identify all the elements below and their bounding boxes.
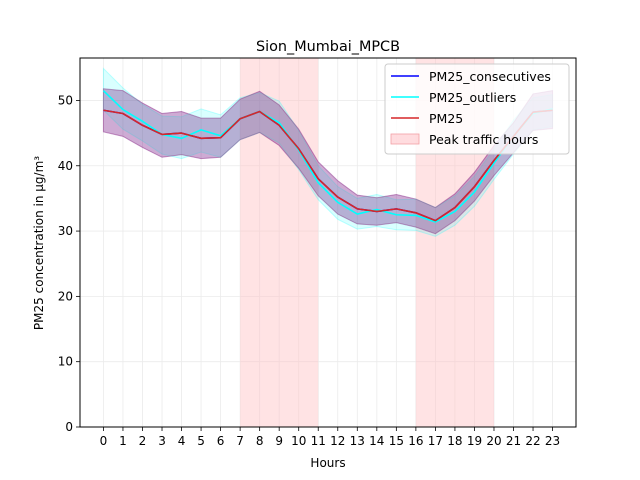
legend-label: PM25 [429, 111, 463, 126]
legend: PM25_consecutives PM25_outliers PM25 Peak t… [384, 63, 570, 155]
grid-layer [80, 58, 576, 428]
legend-swatch [390, 133, 420, 145]
y-tick-label: 10 [58, 355, 73, 369]
x-tick-label: 23 [545, 434, 560, 448]
x-tick-label: 12 [330, 434, 345, 448]
y-tick-label: 0 [65, 420, 73, 434]
y-tick-label: 40 [58, 159, 73, 173]
x-tick-label: 7 [236, 434, 244, 448]
x-tick-label: 13 [350, 434, 365, 448]
x-tick-label: 21 [506, 434, 521, 448]
x-tick-label: 10 [291, 434, 306, 448]
x-tick-label: 20 [486, 434, 501, 448]
line-pm25_outliers [102, 90, 553, 223]
chart-title: Sion_Mumbai_MPCB [256, 39, 400, 55]
legend-label: PM25_consecutives [429, 69, 551, 84]
y-tick-label: 50 [58, 93, 73, 107]
legend-label: PM25_outliers [429, 90, 516, 105]
legend-items: PM25_consecutives PM25_outliers PM25 Peak t… [390, 69, 551, 147]
x-tick-label: 16 [408, 434, 423, 448]
y-axis-ticks: 0 10 20 30 40 50 [58, 93, 80, 434]
x-tick-label: 19 [467, 434, 482, 448]
legend-box [384, 63, 570, 155]
x-tick-label: 15 [389, 434, 404, 448]
y-tick-label: 20 [58, 289, 73, 303]
x-tick-label: 22 [525, 434, 540, 448]
x-tick-label: 0 [100, 434, 108, 448]
plot-frame [79, 57, 577, 428]
plot-area: 0 1 2 3 4 5 6 7 8 9 10 11 12 13 14 15 16 17 18 19 20 21 22 23 0… [58, 57, 577, 448]
y-axis-label: PM25 concentration in µg/m³ [32, 156, 46, 330]
x-tick-label: 4 [178, 434, 186, 448]
x-tick-label: 5 [197, 434, 205, 448]
x-tick-label: 8 [256, 434, 264, 448]
x-tick-label: 18 [447, 434, 462, 448]
x-tick-label: 17 [428, 434, 443, 448]
legend-label: Peak traffic hours [429, 132, 538, 147]
x-axis-label: Hours [310, 456, 345, 470]
x-tick-label: 14 [369, 434, 384, 448]
x-tick-label: 3 [158, 434, 166, 448]
x-tick-label: 9 [275, 434, 283, 448]
x-axis-ticks: 0 1 2 3 4 5 6 7 8 9 10 11 12 13 14 15 16 17 18 19 20 21 22 23 [100, 427, 560, 448]
x-tick-label: 1 [119, 434, 127, 448]
line-pm25 [103, 109, 553, 222]
y-tick-label: 30 [58, 224, 73, 238]
series-lines [102, 90, 553, 223]
x-tick-label: 6 [217, 434, 225, 448]
x-tick-label: 2 [139, 434, 147, 448]
x-tick-label: 11 [311, 434, 326, 448]
peak-traffic-region [240, 58, 319, 427]
